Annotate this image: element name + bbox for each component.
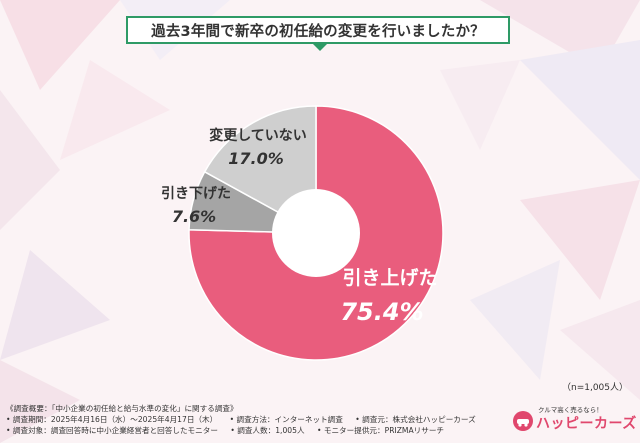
survey-notes: 《調査概要：「中小企業の初任給と給与水準の変化」に関する調査》 • 調査期間：2… (6, 403, 506, 436)
slice-label: 変更していない (209, 127, 307, 144)
slice-value-label: 17.0% (228, 149, 284, 168)
donut-hole (272, 189, 360, 277)
note-text: • モニター提供元：PRIZMAリサーチ (316, 426, 445, 435)
chart-title-box: 過去3年間で新卒の初任給の変更を行いましたか？ (126, 16, 510, 44)
note-text: • 調査期間：2025年4月16日（水）〜2025年4月17日（木） (6, 415, 218, 424)
note-text: • 調査方法：インターネット調査 (229, 415, 343, 424)
car-logo-icon (513, 411, 533, 431)
note-text: 《調査概要：「中小企業の初任給と給与水準の変化」に関する調査》 (6, 404, 238, 413)
notes-row-1: 《調査概要：「中小企業の初任給と給与水準の変化」に関する調査》 (6, 403, 506, 414)
slice-value-label: 7.6% (172, 207, 216, 226)
note-text: • 調査人数：1,005人 (230, 426, 305, 435)
note-text: • 調査対象：調査回答時に中小企業経営者と回答したモニター (6, 426, 218, 435)
slice-label: 引き上げた (342, 267, 437, 289)
sample-size: （n=1,005人） (561, 383, 628, 393)
title-pointer (313, 44, 327, 51)
brand-logo: クルマ高く売るなら！ ハッピーカーズ (512, 404, 636, 436)
logo-tagline: クルマ高く売るなら！ (538, 406, 603, 414)
chart-title: 過去3年間で新卒の初任給の変更を行いましたか？ (151, 23, 485, 40)
slice-value-label: 75.4% (340, 298, 423, 326)
notes-row-3: • 調査対象：調査回答時に中小企業経営者と回答したモニター • 調査人数：1,0… (6, 425, 506, 436)
logo-name: ハッピーカーズ (536, 416, 637, 432)
pie-slice (188, 105, 444, 361)
note-text: • 調査元：株式会社ハッピーカーズ (355, 415, 476, 424)
notes-row-2: • 調査期間：2025年4月16日（水）〜2025年4月17日（木） • 調査方… (6, 414, 506, 425)
slice-label: 引き下げた (161, 186, 231, 202)
